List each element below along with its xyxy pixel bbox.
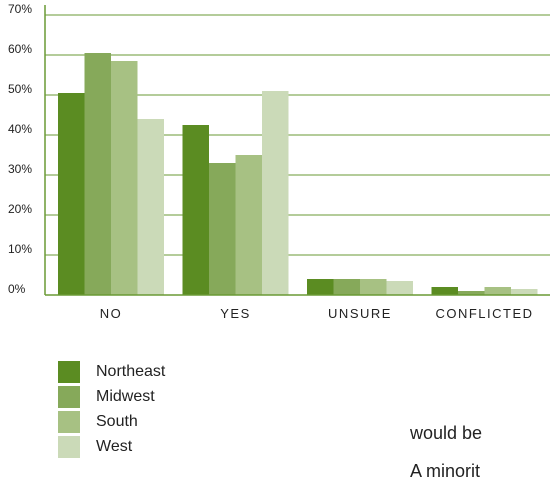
bar-conflicted-northeast xyxy=(431,287,458,295)
y-tick-label-0: 0% xyxy=(8,282,26,296)
bars xyxy=(58,53,538,295)
x-axis-tick-labels: NO YES UNSURE CONFLICTED xyxy=(100,306,533,321)
bar-no-midwest xyxy=(84,53,111,295)
bar-yes-northeast xyxy=(182,125,209,295)
bar-yes-midwest xyxy=(209,163,236,295)
legend: Northeast Midwest South West xyxy=(58,360,165,460)
legend-item-northeast: Northeast xyxy=(58,360,165,384)
y-tick-label-70: 70% xyxy=(8,2,32,16)
bar-yes-west xyxy=(262,91,289,295)
bar-conflicted-south xyxy=(484,287,511,295)
bar-unsure-south xyxy=(360,279,387,295)
y-tick-label-30: 30% xyxy=(8,162,32,176)
x-tick-label-unsure: UNSURE xyxy=(328,306,392,321)
legend-item-south: South xyxy=(58,410,165,434)
legend-swatch-west xyxy=(58,436,80,458)
body-text-fragment-2: A minorit xyxy=(410,461,481,481)
legend-label-midwest: Midwest xyxy=(96,388,155,405)
bar-unsure-west xyxy=(386,281,413,295)
y-tick-label-50: 50% xyxy=(8,82,32,96)
x-tick-label-no: NO xyxy=(100,306,123,321)
y-tick-label-60: 60% xyxy=(8,42,32,56)
legend-swatch-northeast xyxy=(58,361,80,383)
body-text-fragment-1: would be xyxy=(410,423,483,443)
legend-swatch-midwest xyxy=(58,386,80,408)
y-axis-tick-labels: 0% 10% 20% 30% 40% 50% 60% 70% xyxy=(8,2,32,296)
bar-no-south xyxy=(111,61,138,295)
y-tick-label-40: 40% xyxy=(8,122,32,136)
bar-unsure-northeast xyxy=(307,279,334,295)
bar-yes-south xyxy=(235,155,262,295)
legend-label-south: South xyxy=(96,413,138,430)
bar-no-northeast xyxy=(58,93,85,295)
bar-chart: 0% 10% 20% 30% 40% 50% 60% 70% NO YES UNSURE CONFL… xyxy=(8,2,550,321)
legend-label-west: West xyxy=(96,438,133,455)
axes xyxy=(44,5,550,296)
legend-item-west: West xyxy=(58,435,165,459)
legend-item-midwest: Midwest xyxy=(58,385,165,409)
bar-unsure-midwest xyxy=(333,279,360,295)
x-tick-label-conflicted: CONFLICTED xyxy=(435,306,533,321)
legend-swatch-south xyxy=(58,411,80,433)
bar-conflicted-midwest xyxy=(458,291,485,295)
x-tick-label-yes: YES xyxy=(220,306,251,321)
legend-label-northeast: Northeast xyxy=(96,363,166,380)
bar-no-west xyxy=(137,119,164,295)
y-tick-label-20: 20% xyxy=(8,202,32,216)
y-tick-label-10: 10% xyxy=(8,242,32,256)
bar-conflicted-west xyxy=(511,289,538,295)
